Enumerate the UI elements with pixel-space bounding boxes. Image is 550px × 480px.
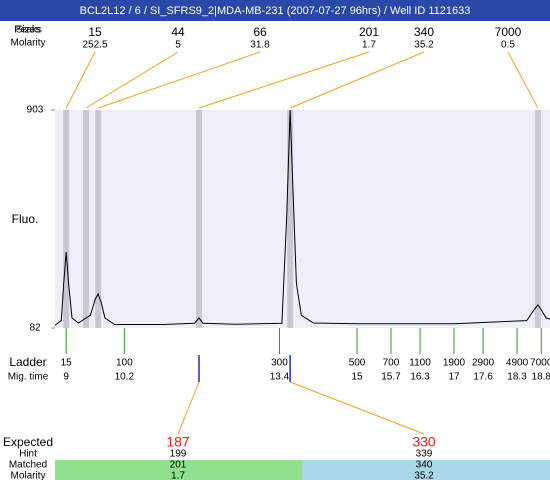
peak-molarity: 35.2 xyxy=(414,40,434,51)
peak-band xyxy=(534,110,541,328)
match-connector xyxy=(177,381,200,435)
molarity-label-bottom: Molarity xyxy=(10,471,45,480)
matched-value: 201 xyxy=(170,460,187,471)
plot-area xyxy=(55,110,550,328)
hint-value: 199 xyxy=(170,449,187,460)
matched-label: Matched xyxy=(9,460,47,471)
peak-band xyxy=(195,110,202,328)
ladder-size: 2900 xyxy=(472,358,495,369)
peak-band xyxy=(95,110,102,328)
ladder-label: Ladder xyxy=(9,355,46,369)
title-bar xyxy=(0,0,550,21)
ladder-time: 15.7 xyxy=(381,372,401,383)
ladder-size: 1100 xyxy=(409,358,431,369)
ladder-time: 17 xyxy=(448,372,460,383)
ladder-time: 13.4 xyxy=(270,372,290,383)
matched-value: 340 xyxy=(416,460,433,471)
peak-connector xyxy=(85,51,179,109)
peaks-label: Peaks xyxy=(14,25,42,36)
peak-molarity: 0.5 xyxy=(501,40,515,51)
peak-molarity: 5 xyxy=(175,40,181,51)
peak-connector xyxy=(289,51,425,109)
ladder-time: 15 xyxy=(351,372,363,383)
hint-value: 339 xyxy=(416,449,433,460)
peak-size: 340 xyxy=(414,25,434,39)
ladder-size: 4900 xyxy=(506,358,529,369)
peak-connector xyxy=(97,51,261,109)
title: BCL2L12 / 6 / SI_SFRS9_2|MDA-MB-231 (200… xyxy=(80,5,471,17)
ladder-time: 16.3 xyxy=(410,372,430,383)
molarity-value: 35.2 xyxy=(414,471,434,480)
peak-band xyxy=(83,110,90,328)
molarity-value: 1.7 xyxy=(171,471,185,480)
ladder-size: 7000 xyxy=(530,358,550,369)
peak-molarity: 1.7 xyxy=(362,40,376,51)
y-tick-label: 82 xyxy=(29,323,41,334)
ladder-time: 9 xyxy=(63,372,69,383)
ladder-size: 500 xyxy=(349,358,366,369)
peak-size: 15 xyxy=(88,25,102,39)
peak-molarity: 31.8 xyxy=(250,40,270,51)
peak-band xyxy=(287,110,294,328)
ladder-size: 100 xyxy=(116,358,133,369)
peak-size: 44 xyxy=(171,25,185,39)
molarity-label: Molarity xyxy=(10,38,45,49)
peak-size: 66 xyxy=(253,25,267,39)
peak-size: 7000 xyxy=(495,25,522,39)
ladder-size: 15 xyxy=(61,358,73,369)
matched-bar-1 xyxy=(55,460,302,480)
peak-connector xyxy=(65,51,96,109)
ladder-time: 18.3 xyxy=(507,372,527,383)
peak-connector xyxy=(507,51,539,109)
hint-label: Hint xyxy=(19,449,37,460)
ladder-size: 300 xyxy=(271,358,288,369)
trace xyxy=(54,109,550,326)
y-tick-label: 903 xyxy=(27,105,44,116)
ladder-time: 17.6 xyxy=(473,372,493,383)
ladder-time: 10.2 xyxy=(115,372,135,383)
expected-label: Expected xyxy=(3,435,53,449)
peak-connector xyxy=(198,51,370,109)
sizes-label: Sizes xyxy=(16,25,40,36)
expected-value: 187 xyxy=(166,434,190,450)
expected-value: 330 xyxy=(412,434,436,450)
peak-band xyxy=(63,110,70,328)
ladder-time: 18.8 xyxy=(532,372,550,383)
matched-bar-2 xyxy=(302,460,550,480)
peak-size: 201 xyxy=(359,25,379,39)
peak-molarity: 252.5 xyxy=(82,40,107,51)
y-label: Fluo. xyxy=(12,212,39,226)
match-connector xyxy=(289,381,425,435)
ladder-size: 700 xyxy=(383,358,400,369)
ladder-size: 1900 xyxy=(443,358,466,369)
mig-time-label: Mig. time xyxy=(8,372,49,383)
